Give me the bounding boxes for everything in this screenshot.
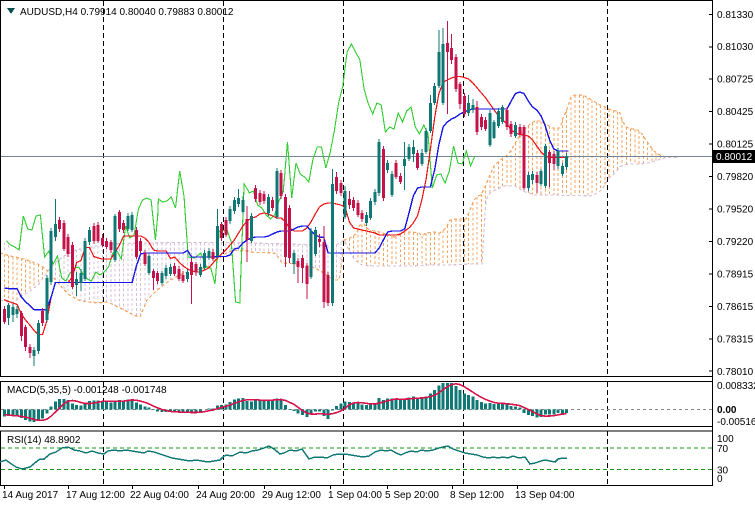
svg-text:RSI(14) 48.8902: RSI(14) 48.8902 <box>7 435 81 446</box>
svg-text:MACD(5,35,5) -0.001248 -0.0017: MACD(5,35,5) -0.001248 -0.001748 <box>7 385 167 396</box>
svg-text:14 Aug 2017: 14 Aug 2017 <box>2 490 59 501</box>
svg-text:17 Aug 12:00: 17 Aug 12:00 <box>66 490 125 501</box>
svg-text:13 Sep 04:00: 13 Sep 04:00 <box>515 490 575 501</box>
svg-text:0.79820: 0.79820 <box>717 172 754 183</box>
svg-text:0.81030: 0.81030 <box>717 42 754 53</box>
svg-text:AUDUSD,H4 0.79914 0.80040 0.7: AUDUSD,H4 0.79914 0.80040 0.79883 0.8001… <box>20 7 234 18</box>
svg-text:1 Sep 04:00: 1 Sep 04:00 <box>328 490 382 501</box>
svg-text:0.78010: 0.78010 <box>717 367 754 378</box>
svg-text:70: 70 <box>717 444 729 455</box>
svg-text:0.80012: 0.80012 <box>716 152 753 163</box>
svg-text:0.78915: 0.78915 <box>717 269 754 280</box>
svg-text:0.78615: 0.78615 <box>717 302 754 313</box>
svg-text:0: 0 <box>717 474 723 485</box>
svg-text:24 Aug 20:00: 24 Aug 20:00 <box>196 490 255 501</box>
svg-text:0.81330: 0.81330 <box>717 10 754 21</box>
svg-text:-0.005162: -0.005162 <box>717 417 755 428</box>
svg-text:29 Aug 12:00: 29 Aug 12:00 <box>262 490 321 501</box>
svg-text:5 Sep 20:00: 5 Sep 20:00 <box>385 490 439 501</box>
svg-text:0.80125: 0.80125 <box>717 140 754 151</box>
svg-text:0.80425: 0.80425 <box>717 107 754 118</box>
svg-text:0.80725: 0.80725 <box>717 75 754 86</box>
svg-text:0.79520: 0.79520 <box>717 205 754 216</box>
svg-text:0.00: 0.00 <box>717 405 737 416</box>
svg-text:0.79220: 0.79220 <box>717 237 754 248</box>
svg-text:0.008332: 0.008332 <box>717 381 755 392</box>
svg-text:8 Sep 12:00: 8 Sep 12:00 <box>450 490 504 501</box>
svg-text:22 Aug 04:00: 22 Aug 04:00 <box>130 490 189 501</box>
svg-text:100: 100 <box>717 434 734 445</box>
svg-text:30: 30 <box>717 466 729 477</box>
svg-text:0.78315: 0.78315 <box>717 334 754 345</box>
